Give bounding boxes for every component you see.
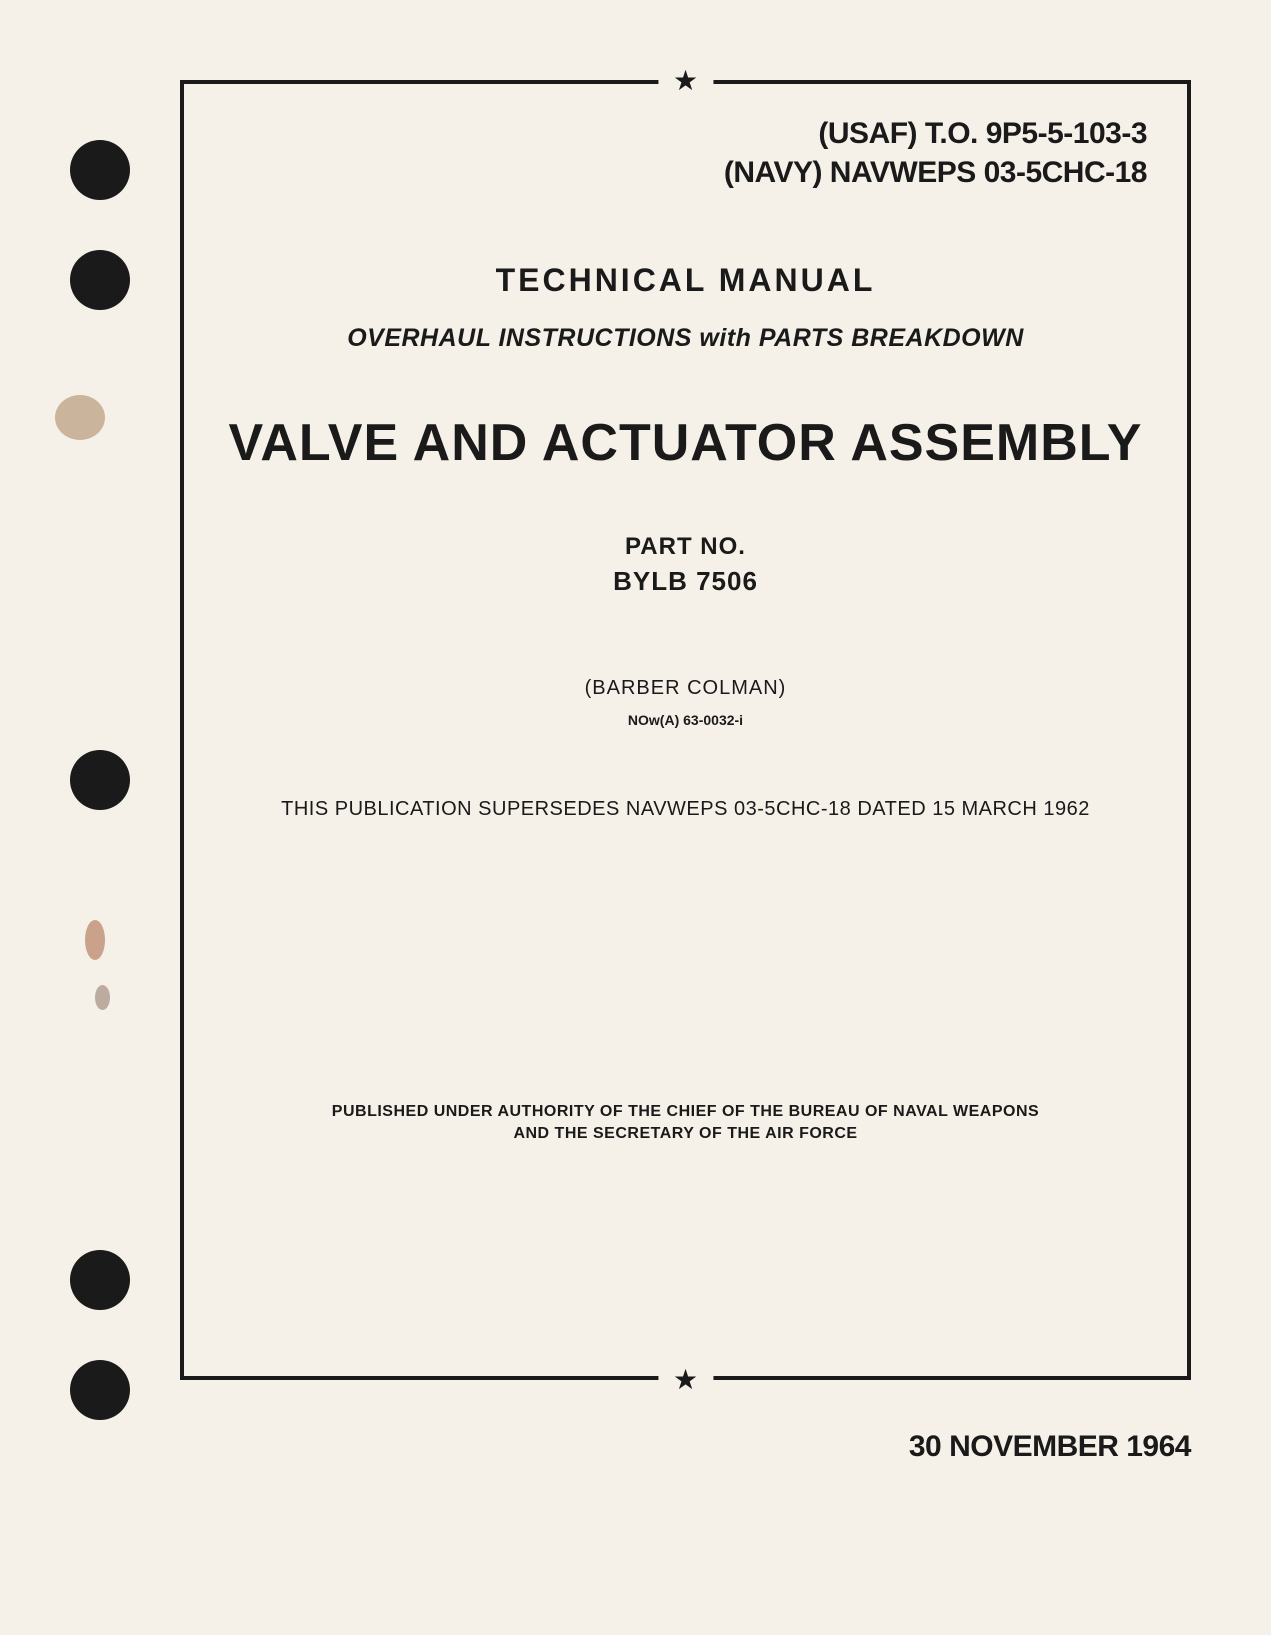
punch-hole xyxy=(70,140,130,200)
main-title: VALVE AND ACTUATOR ASSEMBLY xyxy=(224,413,1147,473)
authority-line: AND THE SECRETARY OF THE AIR FORCE xyxy=(224,1123,1147,1145)
publication-date: 30 NOVEMBER 1964 xyxy=(180,1430,1191,1464)
title-frame: ★ ★ (USAF) T.O. 9P5-5-103-3 (NAVY) NAVWE… xyxy=(180,80,1191,1380)
punch-hole xyxy=(70,750,130,810)
star-ornament-bottom: ★ xyxy=(658,1363,713,1396)
manufacturer-name: (BARBER COLMAN) xyxy=(224,677,1147,700)
contract-number: NOw(A) 63-0032-i xyxy=(224,712,1147,728)
part-number-label: PART NO. xyxy=(224,533,1147,561)
authority-line: PUBLISHED UNDER AUTHORITY OF THE CHIEF O… xyxy=(224,1101,1147,1123)
part-number: BYLB 7506 xyxy=(224,566,1147,597)
document-type: TECHNICAL MANUAL xyxy=(224,262,1147,299)
usaf-identifier: (USAF) T.O. 9P5-5-103-3 xyxy=(224,114,1147,153)
document-page: ★ ★ (USAF) T.O. 9P5-5-103-3 (NAVY) NAVWE… xyxy=(0,0,1271,1635)
publication-authority: PUBLISHED UNDER AUTHORITY OF THE CHIEF O… xyxy=(224,1101,1147,1146)
supersedes-notice: THIS PUBLICATION SUPERSEDES NAVWEPS 03-5… xyxy=(224,798,1147,821)
page-smudge xyxy=(95,985,110,1010)
punch-hole xyxy=(70,1250,130,1310)
navy-identifier: (NAVY) NAVWEPS 03-5CHC-18 xyxy=(224,153,1147,192)
page-smudge xyxy=(85,920,105,960)
punch-hole xyxy=(70,250,130,310)
document-subtitle: OVERHAUL INSTRUCTIONS with PARTS BREAKDO… xyxy=(224,324,1147,353)
punch-hole xyxy=(70,1360,130,1420)
star-ornament-top: ★ xyxy=(658,64,713,97)
header-identifiers: (USAF) T.O. 9P5-5-103-3 (NAVY) NAVWEPS 0… xyxy=(224,114,1147,192)
page-smudge xyxy=(55,395,105,440)
